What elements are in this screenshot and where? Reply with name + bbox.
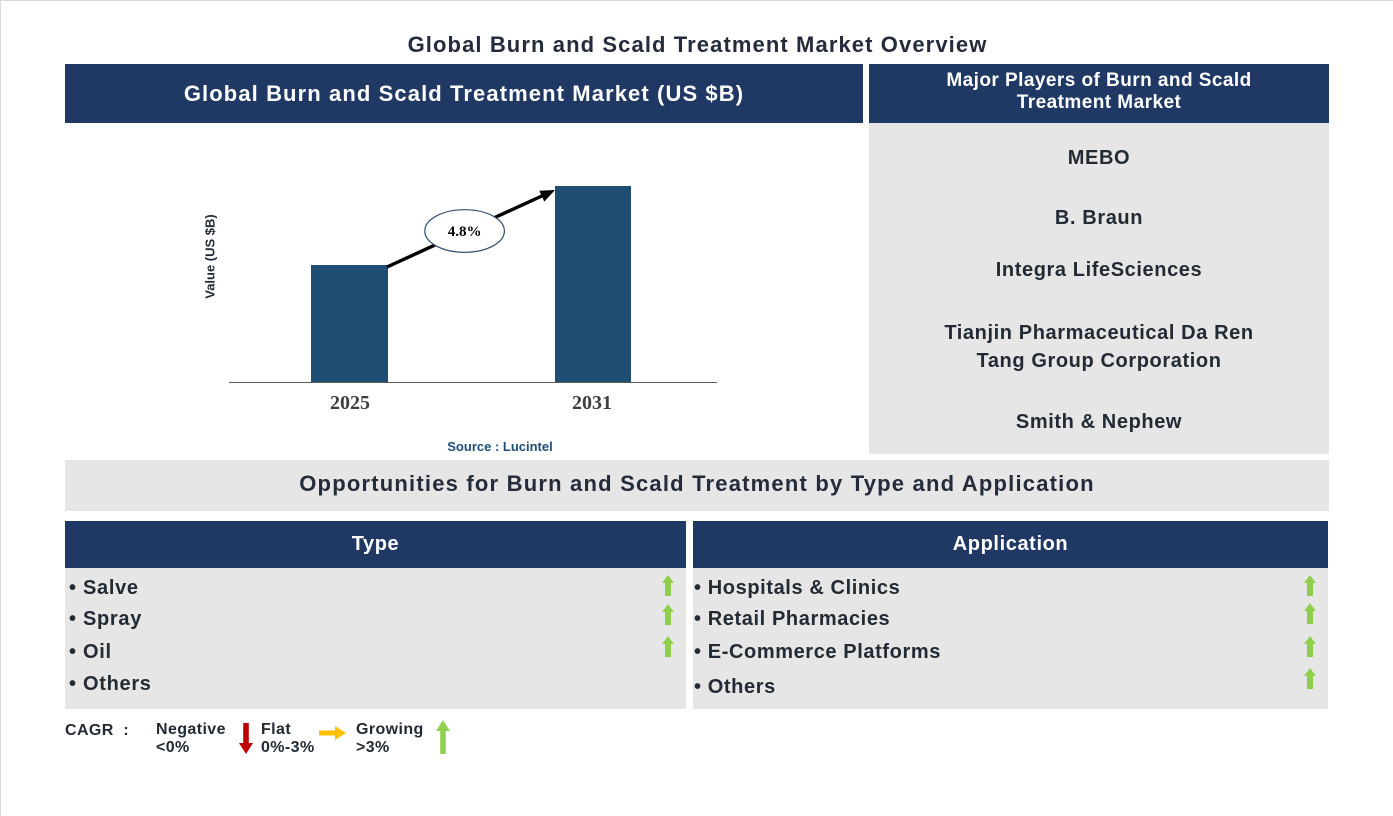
svg-text:4.8%: 4.8% [448,224,482,240]
